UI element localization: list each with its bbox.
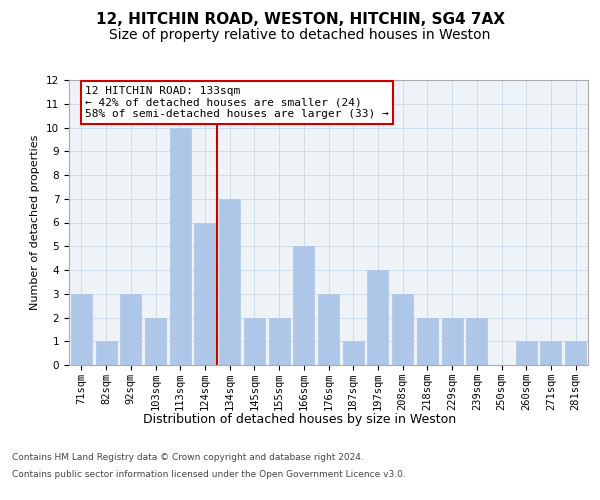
- Bar: [343, 341, 364, 365]
- Bar: [71, 294, 92, 365]
- Text: Contains HM Land Registry data © Crown copyright and database right 2024.: Contains HM Land Registry data © Crown c…: [12, 452, 364, 462]
- Bar: [293, 246, 314, 365]
- Text: Contains public sector information licensed under the Open Government Licence v3: Contains public sector information licen…: [12, 470, 406, 479]
- Bar: [219, 198, 240, 365]
- Bar: [565, 341, 586, 365]
- Bar: [442, 318, 463, 365]
- Bar: [170, 128, 191, 365]
- Bar: [145, 318, 166, 365]
- Bar: [120, 294, 141, 365]
- Text: 12 HITCHIN ROAD: 133sqm
← 42% of detached houses are smaller (24)
58% of semi-de: 12 HITCHIN ROAD: 133sqm ← 42% of detache…: [85, 86, 389, 119]
- Bar: [269, 318, 290, 365]
- Bar: [244, 318, 265, 365]
- Bar: [392, 294, 413, 365]
- Bar: [194, 222, 215, 365]
- Text: Size of property relative to detached houses in Weston: Size of property relative to detached ho…: [109, 28, 491, 42]
- Bar: [318, 294, 339, 365]
- Bar: [516, 341, 537, 365]
- Y-axis label: Number of detached properties: Number of detached properties: [31, 135, 40, 310]
- Bar: [541, 341, 562, 365]
- Text: Distribution of detached houses by size in Weston: Distribution of detached houses by size …: [143, 412, 457, 426]
- Bar: [417, 318, 438, 365]
- Bar: [95, 341, 116, 365]
- Bar: [466, 318, 487, 365]
- Bar: [367, 270, 388, 365]
- Text: 12, HITCHIN ROAD, WESTON, HITCHIN, SG4 7AX: 12, HITCHIN ROAD, WESTON, HITCHIN, SG4 7…: [95, 12, 505, 28]
